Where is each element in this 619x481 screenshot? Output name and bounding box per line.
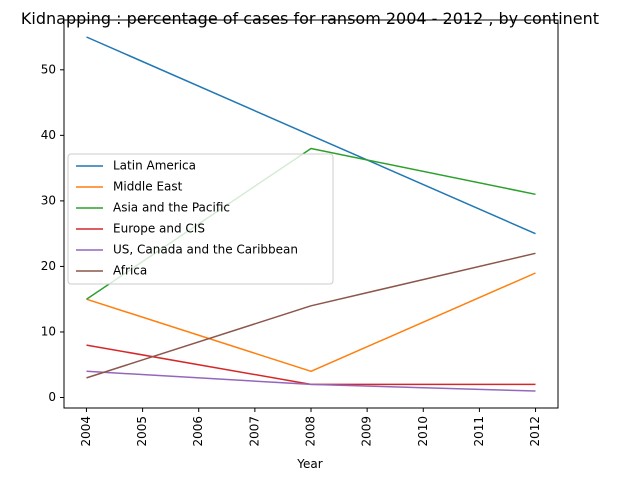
x-tick-label: 2011	[472, 416, 486, 447]
x-tick-label: 2008	[304, 416, 318, 447]
x-tick-label: 2007	[247, 416, 261, 447]
y-tick-label: 0	[48, 390, 56, 404]
x-tick-label: 2005	[135, 416, 149, 447]
y-tick-label: 40	[41, 128, 56, 142]
x-tick-label: 2004	[79, 416, 93, 447]
chart-title: Kidnapping : percentage of cases for ran…	[21, 9, 599, 28]
legend: Latin America Middle East Asia and the Pac…	[67, 153, 334, 285]
series-line-0	[86, 36, 536, 235]
y-axis: 0 10 20 30 40 50	[41, 62, 64, 404]
x-tick-label: 2010	[416, 416, 430, 447]
x-axis-label: Year	[296, 457, 322, 471]
series-line-5	[86, 252, 536, 379]
y-tick-label: 20	[41, 259, 56, 273]
legend-label-0: Latin America	[113, 159, 196, 173]
legend-label-4: US, Canada and the Caribbean	[113, 243, 298, 257]
y-tick-label: 30	[41, 193, 56, 207]
series-line-4	[86, 370, 536, 392]
x-tick-label: 2009	[360, 416, 374, 447]
legend-label-2: Asia and the Pacific	[113, 201, 230, 215]
x-tick-label: 2012	[528, 416, 542, 447]
series-line-1	[86, 272, 536, 373]
legend-box	[67, 153, 334, 285]
x-tick-label: 2006	[191, 416, 205, 447]
legend-label-3: Europe and CIS	[113, 222, 205, 236]
legend-label-1: Middle East	[113, 180, 183, 194]
series-line-3	[86, 344, 536, 386]
legend-label-5: Africa	[113, 264, 147, 278]
y-tick-label: 10	[41, 324, 56, 338]
y-tick-label: 50	[41, 62, 56, 76]
x-axis: 2004 2005 2006 2007 2008 2009 2010 2011 2012	[79, 408, 542, 447]
